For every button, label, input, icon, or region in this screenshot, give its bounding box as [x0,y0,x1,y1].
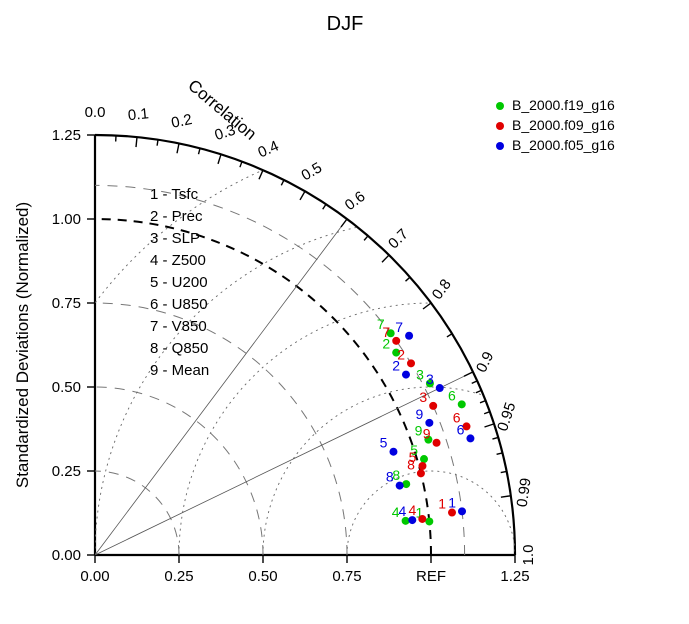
data-point [408,516,416,524]
data-point-label: 9 [423,426,431,442]
data-point-label: 4 [409,502,417,518]
variable-label: 4 - Z500 [150,252,206,269]
data-point-label: 3 [426,371,434,387]
corr-tick-label: 1.0 [520,545,537,566]
data-point-label: 9 [415,423,423,439]
chart-svg: DJF0.00.10.20.30.40.50.60.70.80.90.950.9… [0,0,689,624]
variable-label: 3 - SLP [150,230,200,247]
corr-tick-label: 0.1 [127,105,149,124]
x-tick-label: 0.75 [332,568,361,585]
data-point [436,384,444,392]
variable-label: 8 - Q850 [150,340,208,357]
x-tick-label: 0.25 [164,568,193,585]
y-axis-label: Standardized Deviations (Normalized) [13,202,32,488]
data-point-label: 8 [407,456,415,472]
data-point-label: 8 [386,469,394,485]
variable-label: 2 - Prec [150,208,203,225]
chart-title: DJF [327,13,364,35]
data-point-label: 3 [419,389,427,405]
x-tick-label: REF [416,568,446,585]
corr-tick-label: 0.0 [85,104,106,121]
data-point [402,371,410,379]
data-point [417,469,425,477]
x-tick-label: 0.00 [80,568,109,585]
taylor-diagram: DJF0.00.10.20.30.40.50.60.70.80.90.950.9… [0,0,689,624]
data-point [405,332,413,340]
data-point-label: 6 [448,387,456,403]
legend-dot [496,122,504,130]
data-point [458,507,466,515]
data-point-label: 1 [448,494,456,510]
data-point [396,482,404,490]
data-point-label: 9 [416,406,424,422]
variable-label: 6 - U850 [150,296,208,313]
x-tick-label: 1.25 [500,568,529,585]
data-point [389,448,397,456]
legend-dot [496,142,504,150]
data-point-label: 4 [398,503,406,519]
data-point-label: 7 [382,324,390,340]
data-point-label: 1 [438,496,446,512]
data-point [418,515,426,523]
y-tick-label: 1.25 [52,127,81,144]
data-point [420,455,428,463]
variable-label: 7 - V850 [150,318,207,335]
legend-label: B_2000.f09_g16 [512,117,615,133]
legend-dot [496,102,504,110]
data-point [458,400,466,408]
legend-label: B_2000.f19_g16 [512,97,615,113]
variable-label: 5 - U200 [150,274,208,291]
data-point-label: 6 [457,421,465,437]
data-point-label: 2 [392,358,400,374]
data-point [425,419,433,427]
data-point-label: 3 [416,366,424,382]
legend-label: B_2000.f05_g16 [512,137,615,153]
data-point [407,359,415,367]
data-point [418,462,426,470]
y-tick-label: 1.00 [52,211,81,228]
data-point [425,517,433,525]
y-tick-label: 0.00 [52,547,81,564]
y-tick-label: 0.50 [52,379,81,396]
x-tick-label: 0.50 [248,568,277,585]
data-point [433,439,441,447]
y-tick-label: 0.75 [52,295,81,312]
data-point-label: 7 [395,319,403,335]
data-point [429,402,437,410]
variable-label: 1 - Tsfc [150,186,199,203]
data-point [392,337,400,345]
variable-label: 9 - Mean [150,362,209,379]
y-tick-label: 0.25 [52,463,81,480]
data-point [466,434,474,442]
data-point-label: 5 [380,435,388,451]
